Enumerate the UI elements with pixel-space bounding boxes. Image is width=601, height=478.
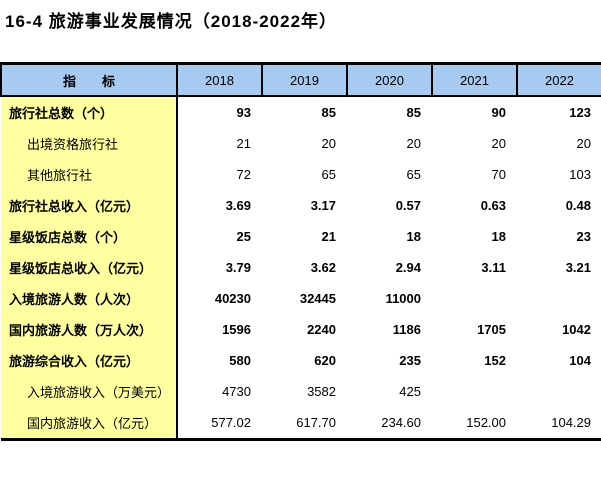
- row-label: 出境资格旅行社: [1, 128, 178, 159]
- table-row-comprehensive-tourism-revenue: 旅游综合收入（亿元） 580 620 235 152 104: [1, 345, 601, 376]
- value-cell: 18: [432, 221, 517, 252]
- value-cell: 3.11: [432, 252, 517, 283]
- row-label: 旅行社总数（个）: [1, 96, 178, 128]
- value-cell: 1596: [177, 314, 262, 345]
- row-label: 星级饭店总数（个）: [1, 221, 178, 252]
- table-row-agency-total-revenue: 旅行社总收入（亿元） 3.69 3.17 0.57 0.63 0.48: [1, 190, 601, 221]
- value-cell: 0.48: [517, 190, 601, 221]
- table-row-star-hotels-revenue: 星级饭店总收入（亿元） 3.79 3.62 2.94 3.11 3.21: [1, 252, 601, 283]
- value-cell: 235: [347, 345, 432, 376]
- tourism-stats-table: 指 标 2018 2019 2020 2021 2022 旅行社总数（个） 93…: [0, 62, 601, 441]
- table-row-domestic-tourism-revenue: 国内旅游收入（亿元） 577.02 617.70 234.60 152.00 1…: [1, 407, 601, 440]
- value-cell: 1705: [432, 314, 517, 345]
- value-cell: 1186: [347, 314, 432, 345]
- header-year-2022: 2022: [516, 62, 601, 97]
- value-cell: 65: [347, 159, 432, 190]
- header-indicator-cell: 指 标: [0, 62, 178, 97]
- row-label: 星级饭店总收入（亿元）: [1, 252, 178, 283]
- value-cell: 90: [432, 96, 517, 128]
- value-cell: 3582: [262, 376, 347, 407]
- value-cell: 3.21: [517, 252, 601, 283]
- value-cell: 11000: [347, 283, 432, 314]
- value-cell: 3.62: [262, 252, 347, 283]
- page-title: 16-4 旅游事业发展情况（2018-2022年）: [5, 12, 338, 31]
- value-cell: 20: [517, 128, 601, 159]
- value-cell: 93: [177, 96, 262, 128]
- table-row-travel-agencies-total: 旅行社总数（个） 93 85 85 90 123: [1, 96, 601, 128]
- value-cell: 104.29: [517, 407, 601, 440]
- header-year-2019: 2019: [261, 62, 348, 97]
- row-label: 入境旅游收入（万美元）: [1, 376, 178, 407]
- value-cell: 72: [177, 159, 262, 190]
- value-cell: 152: [432, 345, 517, 376]
- value-cell: 20: [432, 128, 517, 159]
- value-cell: 18: [347, 221, 432, 252]
- value-cell: 70: [432, 159, 517, 190]
- table-row-inbound-tourism-revenue: 入境旅游收入（万美元） 4730 3582 425: [1, 376, 601, 407]
- value-cell: 20: [347, 128, 432, 159]
- value-cell: 4730: [177, 376, 262, 407]
- value-cell: 40230: [177, 283, 262, 314]
- value-cell: 620: [262, 345, 347, 376]
- value-cell: 32445: [262, 283, 347, 314]
- value-cell: 580: [177, 345, 262, 376]
- value-cell: 234.60: [347, 407, 432, 440]
- value-cell: 1042: [517, 314, 601, 345]
- value-cell: 3.69: [177, 190, 262, 221]
- value-cell: 85: [347, 96, 432, 128]
- value-cell: 2.94: [347, 252, 432, 283]
- value-cell: 617.70: [262, 407, 347, 440]
- value-cell: 2240: [262, 314, 347, 345]
- row-label: 旅行社总收入（亿元）: [1, 190, 178, 221]
- value-cell: 577.02: [177, 407, 262, 440]
- table-row-outbound-qualified-agencies: 出境资格旅行社 21 20 20 20 20: [1, 128, 601, 159]
- header-year-2020: 2020: [346, 62, 433, 97]
- value-cell: [517, 376, 601, 407]
- value-cell: 21: [262, 221, 347, 252]
- row-label: 其他旅行社: [1, 159, 178, 190]
- value-cell: 152.00: [432, 407, 517, 440]
- table-row-domestic-tourists: 国内旅游人数（万人次） 1596 2240 1186 1705 1042: [1, 314, 601, 345]
- value-cell: 21: [177, 128, 262, 159]
- header-year-2018: 2018: [176, 62, 263, 97]
- table-header-row: 指 标 2018 2019 2020 2021 2022: [0, 62, 601, 97]
- value-cell: [432, 283, 517, 314]
- value-cell: [432, 376, 517, 407]
- table-row-star-hotels-total: 星级饭店总数（个） 25 21 18 18 23: [1, 221, 601, 252]
- value-cell: 0.63: [432, 190, 517, 221]
- value-cell: 104: [517, 345, 601, 376]
- value-cell: 103: [517, 159, 601, 190]
- row-label: 国内旅游人数（万人次）: [1, 314, 178, 345]
- value-cell: 25: [177, 221, 262, 252]
- value-cell: 65: [262, 159, 347, 190]
- row-label: 旅游综合收入（亿元）: [1, 345, 178, 376]
- row-label: 国内旅游收入（亿元）: [1, 407, 178, 440]
- value-cell: 3.17: [262, 190, 347, 221]
- value-cell: 85: [262, 96, 347, 128]
- value-cell: 123: [517, 96, 601, 128]
- value-cell: 3.79: [177, 252, 262, 283]
- table-row-inbound-tourists: 入境旅游人数（人次） 40230 32445 11000: [1, 283, 601, 314]
- row-label: 入境旅游人数（人次）: [1, 283, 178, 314]
- table-row-other-agencies: 其他旅行社 72 65 65 70 103: [1, 159, 601, 190]
- value-cell: 20: [262, 128, 347, 159]
- value-cell: 23: [517, 221, 601, 252]
- value-cell: 0.57: [347, 190, 432, 221]
- value-cell: 425: [347, 376, 432, 407]
- value-cell: [517, 283, 601, 314]
- header-year-2021: 2021: [431, 62, 518, 97]
